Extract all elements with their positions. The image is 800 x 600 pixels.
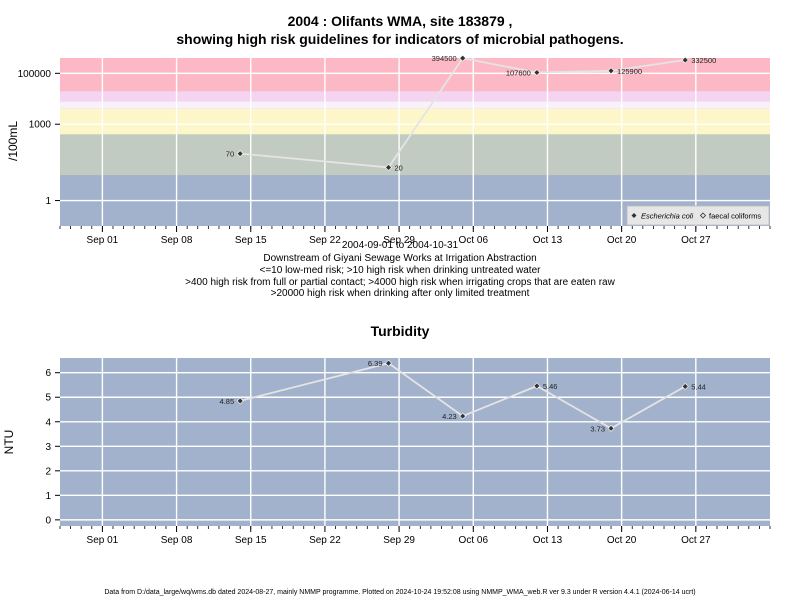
x-tick-label: Oct 27 [681,235,711,246]
legend-faecal-label: faecal coliforms [709,212,761,221]
legend-ecoli-marker [631,213,637,218]
x-tick-label: Sep 08 [161,235,193,246]
data-label: 6.39 [368,359,383,368]
x-tick-label: Sep 29 [383,235,415,246]
x-tick-label: Sep 22 [309,235,341,246]
legend-box [626,205,770,226]
y-tick-label: 4 [45,417,51,428]
data-label: 5.46 [543,382,558,391]
data-point [533,382,541,390]
x-tick-label: Sep 22 [309,535,341,546]
risk-note-2: >400 high risk from full or partial cont… [185,277,615,288]
x-tick-label: Oct 06 [459,235,489,246]
data-point [607,67,615,75]
date-range-note: 2004-09-01 to 2004-10-31 [341,240,459,251]
data-point [459,412,467,420]
data-point [459,54,467,62]
turbidity-title: Turbidity [370,323,430,339]
data-label: 332500 [691,56,716,65]
x-tick-label: Oct 13 [533,235,563,246]
x-tick-label: Sep 08 [161,535,193,546]
data-point [681,56,689,64]
x-tick-label: Sep 01 [87,535,119,546]
series-line-0 [240,57,686,169]
data-label: 125900 [617,67,642,76]
data-label: 4.85 [220,397,235,406]
data-label: 107600 [506,69,531,78]
data-point [385,164,392,171]
y-tick-label: 5 [45,393,51,404]
chart-title-line1: 2004 : Olifants WMA, site 183879 , [287,13,513,29]
risk-band-5 [60,58,770,92]
risk-band-2 [60,108,770,135]
chart-title-line2: showing high risk guidelines for indicat… [176,31,624,47]
data-label: 5.44 [691,382,706,391]
x-tick-label: Oct 27 [681,535,711,546]
risk-band-1 [60,134,770,176]
location-note: Downstream of Giyani Sewage Works at Irr… [263,253,537,264]
x-tick-label: Oct 06 [459,535,489,546]
y-tick-label: 1 [45,196,51,207]
plot-background [60,358,770,526]
data-point [236,397,244,405]
y-tick-label: 6 [45,368,51,379]
data-point [681,383,689,390]
risk-note-1: <=10 low-med risk; >10 high risk when dr… [259,265,541,276]
microbial-chart: Sep 01 Sep 08 Sep 15 Sep 22 Sep 29 Oct 06 Oct … [18,54,771,246]
y-tick-label: 1000 [29,120,52,131]
risk-note-3: >20000 high risk when drinking after onl… [270,288,530,299]
data-label: 394500 [432,54,457,63]
risk-band-3 [60,101,770,109]
data-label: 20 [395,163,403,172]
legend-faecal-marker [699,212,707,219]
x-tick-label: Oct 20 [607,535,637,546]
y-tick-label: 0 [45,515,51,526]
y-tick-label: 2 [45,466,51,477]
x-tick-label: Oct 20 [607,235,637,246]
risk-band-4 [60,91,770,102]
data-label: 4.23 [442,412,457,421]
data-point [607,424,615,432]
y-tick-label: 100000 [18,69,52,80]
x-tick-label: Sep 15 [235,235,267,246]
y-tick-label: 1 [45,491,51,502]
legend-ecoli-label: Escherichia coli [641,212,693,221]
x-tick-label: Sep 15 [235,535,267,546]
series-line-0 [239,362,686,430]
x-tick-label: Oct 13 [533,535,563,546]
x-tick-label: Sep 01 [87,235,119,246]
data-label: 70 [226,150,234,159]
y-tick-label: 3 [45,442,51,453]
footer-note: Data from D:/data_large/wq/wms.db dated … [104,589,696,596]
data-point [236,150,244,158]
data-label: 3.73 [590,424,605,433]
data-point [385,359,392,367]
data-point [533,69,541,76]
x-tick-label: Sep 29 [383,535,415,546]
